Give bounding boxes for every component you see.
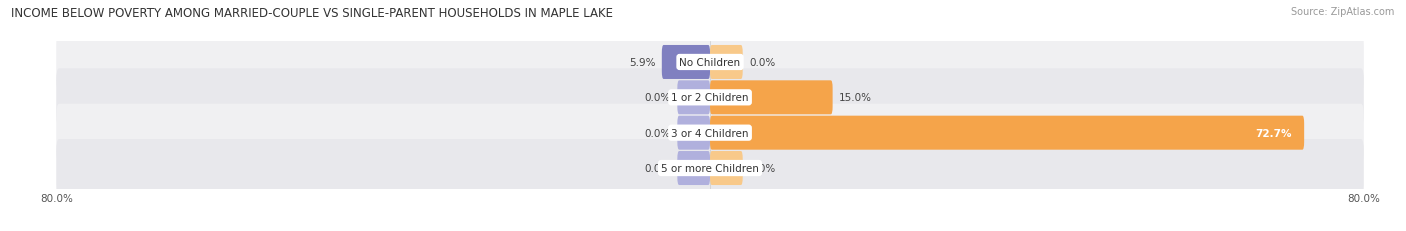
Text: Source: ZipAtlas.com: Source: ZipAtlas.com	[1291, 7, 1395, 17]
FancyBboxPatch shape	[56, 34, 1364, 91]
Text: 15.0%: 15.0%	[839, 93, 872, 103]
Text: 0.0%: 0.0%	[644, 93, 671, 103]
FancyBboxPatch shape	[710, 151, 742, 185]
Text: 0.0%: 0.0%	[749, 163, 776, 173]
FancyBboxPatch shape	[710, 116, 1305, 150]
Text: INCOME BELOW POVERTY AMONG MARRIED-COUPLE VS SINGLE-PARENT HOUSEHOLDS IN MAPLE L: INCOME BELOW POVERTY AMONG MARRIED-COUPL…	[11, 7, 613, 20]
Text: 1 or 2 Children: 1 or 2 Children	[671, 93, 749, 103]
Text: 3 or 4 Children: 3 or 4 Children	[671, 128, 749, 138]
Text: 0.0%: 0.0%	[644, 163, 671, 173]
FancyBboxPatch shape	[678, 116, 710, 150]
FancyBboxPatch shape	[662, 46, 710, 80]
FancyBboxPatch shape	[56, 69, 1364, 127]
FancyBboxPatch shape	[710, 81, 832, 115]
Text: No Children: No Children	[679, 58, 741, 68]
Text: 5 or more Children: 5 or more Children	[661, 163, 759, 173]
FancyBboxPatch shape	[678, 151, 710, 185]
FancyBboxPatch shape	[56, 140, 1364, 197]
Text: 0.0%: 0.0%	[749, 58, 776, 68]
Text: 5.9%: 5.9%	[628, 58, 655, 68]
Text: 0.0%: 0.0%	[644, 128, 671, 138]
Text: 72.7%: 72.7%	[1256, 128, 1292, 138]
FancyBboxPatch shape	[710, 46, 742, 80]
FancyBboxPatch shape	[678, 81, 710, 115]
FancyBboxPatch shape	[56, 104, 1364, 162]
